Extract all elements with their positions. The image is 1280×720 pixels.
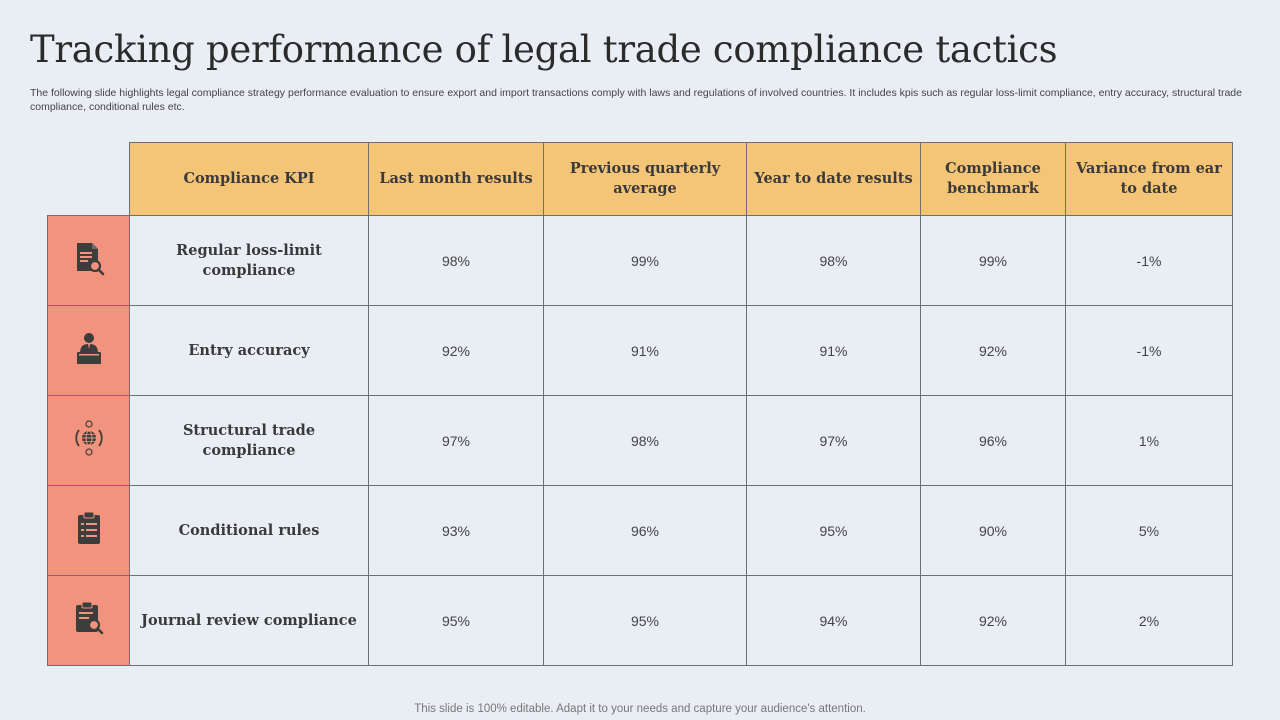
table-header-row: Compliance KPI Last month results Previo… xyxy=(48,142,1233,216)
header-last-month-results: Last month results xyxy=(368,142,544,216)
value-last-month: 98% xyxy=(368,215,544,306)
person-laptop-icon xyxy=(76,333,101,364)
page-title: Tracking performance of legal trade comp… xyxy=(30,28,1058,71)
document-search-icon xyxy=(76,243,104,276)
value-benchmark: 99% xyxy=(920,215,1066,306)
footer-note: This slide is 100% editable. Adapt it to… xyxy=(414,703,866,715)
value-variance: -1% xyxy=(1065,215,1233,306)
header-year-to-date-results: Year to date results xyxy=(746,142,921,216)
header-compliance-kpi: Compliance KPI xyxy=(129,142,369,216)
clipboard-search-icon xyxy=(75,601,103,635)
value-ytd: 95% xyxy=(746,485,921,576)
value-ytd: 94% xyxy=(746,575,921,666)
row-icon-cell xyxy=(47,305,130,396)
value-benchmark: 92% xyxy=(920,305,1066,396)
page-subtitle: The following slide highlights legal com… xyxy=(30,87,1242,113)
table-row: Regular loss-limit compliance 98% 99% 98… xyxy=(47,215,1233,306)
clipboard-checklist-icon xyxy=(77,511,100,544)
value-last-month: 92% xyxy=(368,305,544,396)
value-variance: -1% xyxy=(1065,305,1233,396)
row-icon-cell xyxy=(47,215,130,306)
table-row: Entry accuracy 92% 91% 91% 92% -1% xyxy=(47,305,1233,396)
value-benchmark: 90% xyxy=(920,485,1066,576)
globe-currency-icon xyxy=(74,420,103,456)
table-row: Conditional rules 93% 96% 95% 90% 5% xyxy=(47,485,1233,576)
value-last-month: 93% xyxy=(368,485,544,576)
value-last-month: 95% xyxy=(368,575,544,666)
value-benchmark: 96% xyxy=(920,395,1066,486)
header-compliance-benchmark: Compliance benchmark xyxy=(920,142,1066,216)
kpi-name: Conditional rules xyxy=(129,485,369,576)
value-prev-quarter: 96% xyxy=(543,485,747,576)
value-variance: 5% xyxy=(1065,485,1233,576)
kpi-name: Structural trade compliance xyxy=(129,395,369,486)
value-prev-quarter: 95% xyxy=(543,575,747,666)
value-prev-quarter: 99% xyxy=(543,215,747,306)
value-ytd: 91% xyxy=(746,305,921,396)
value-variance: 2% xyxy=(1065,575,1233,666)
value-prev-quarter: 91% xyxy=(543,305,747,396)
value-prev-quarter: 98% xyxy=(543,395,747,486)
kpi-name: Entry accuracy xyxy=(129,305,369,396)
kpi-table: Compliance KPI Last month results Previo… xyxy=(47,142,1233,666)
value-variance: 1% xyxy=(1065,395,1233,486)
row-icon-cell xyxy=(47,395,130,486)
kpi-name: Journal review compliance xyxy=(129,575,369,666)
table-row: Structural trade compliance 97% 98% 97% … xyxy=(47,395,1233,486)
value-ytd: 97% xyxy=(746,395,921,486)
header-variance: Variance from ear to date xyxy=(1065,142,1233,216)
value-benchmark: 92% xyxy=(920,575,1066,666)
row-icon-cell xyxy=(47,485,130,576)
header-spacer xyxy=(48,143,130,216)
row-icon-cell xyxy=(47,575,130,666)
kpi-name: Regular loss-limit compliance xyxy=(129,215,369,306)
table-row: Journal review compliance 95% 95% 94% 92… xyxy=(47,575,1233,666)
header-previous-quarterly-average: Previous quarterly average xyxy=(543,142,747,216)
value-ytd: 98% xyxy=(746,215,921,306)
value-last-month: 97% xyxy=(368,395,544,486)
